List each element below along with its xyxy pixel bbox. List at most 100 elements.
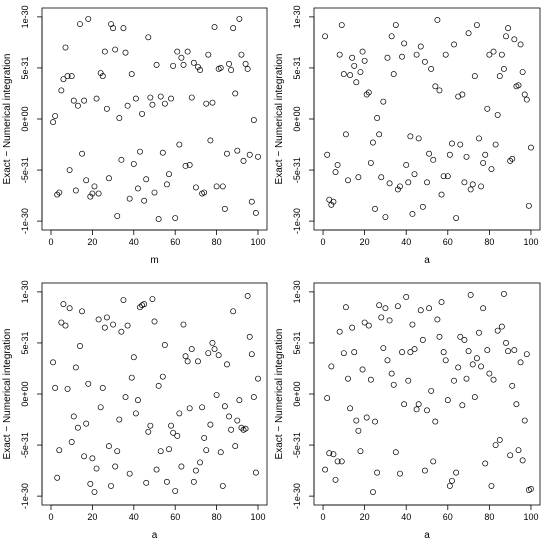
data-point <box>64 73 71 80</box>
x-tick-label: 20 <box>360 237 370 247</box>
data-point <box>188 94 195 101</box>
data-point <box>157 93 164 100</box>
y-tick-label: 5e-31 <box>20 56 30 79</box>
data-point <box>342 304 349 311</box>
data-point <box>392 449 399 456</box>
y-tick-label: 0e+00 <box>20 106 30 131</box>
data-point <box>336 328 343 335</box>
data-point <box>430 156 437 163</box>
data-point <box>413 51 420 58</box>
data-point <box>419 336 426 343</box>
data-point <box>382 305 389 312</box>
data-point <box>394 303 401 310</box>
data-point <box>382 214 389 220</box>
x-tick-label: 60 <box>443 237 453 247</box>
data-point <box>126 470 133 477</box>
data-point <box>390 381 397 388</box>
data-point <box>461 179 468 186</box>
data-point <box>446 151 453 158</box>
data-point <box>432 83 439 90</box>
data-point <box>463 153 470 160</box>
data-point <box>372 418 378 425</box>
scatter-panel-1: 0 20 40 60 80 100 -1e-30 -5e-31 0e+00 5e-31 1e-30 m… <box>2 5 268 266</box>
data-point <box>145 34 152 41</box>
data-point <box>79 150 86 157</box>
data-point <box>240 157 247 164</box>
data-point <box>68 439 75 445</box>
data-point <box>246 151 253 158</box>
data-point <box>403 294 410 300</box>
data-point <box>334 458 341 465</box>
data-point <box>467 186 474 193</box>
data-point <box>163 181 170 188</box>
data-point <box>93 465 100 472</box>
data-point <box>190 59 197 66</box>
data-point <box>507 452 514 459</box>
data-point <box>242 60 249 67</box>
data-point <box>56 447 63 454</box>
data-point <box>166 171 172 178</box>
data-point <box>367 376 374 383</box>
data-point <box>478 183 485 190</box>
data-point <box>503 33 509 40</box>
data-point <box>74 102 81 109</box>
data-point <box>58 319 65 326</box>
x-tick-label: 100 <box>523 237 538 247</box>
data-point <box>186 405 193 412</box>
data-point <box>424 407 430 414</box>
plot-frame <box>41 282 268 506</box>
data-point <box>417 43 424 50</box>
data-point <box>137 148 143 155</box>
data-point <box>91 183 98 190</box>
data-point <box>221 205 228 212</box>
data-point <box>338 458 345 465</box>
data-point <box>363 414 370 421</box>
data-point <box>70 413 77 420</box>
data-point <box>97 70 104 76</box>
data-point <box>409 321 416 328</box>
data-point <box>50 119 57 126</box>
data-point <box>525 202 532 209</box>
data-point <box>384 357 391 364</box>
y-tick-label: -1e-30 <box>292 208 302 234</box>
data-point <box>255 375 261 382</box>
data-point <box>359 48 366 55</box>
plot-frame <box>41 7 268 231</box>
data-point <box>248 351 255 358</box>
data-point <box>326 450 333 457</box>
data-point <box>106 443 112 450</box>
data-point <box>110 321 117 328</box>
x-tick-label: 80 <box>212 512 222 522</box>
data-point <box>201 434 208 441</box>
data-point <box>108 482 114 489</box>
data-point <box>184 358 191 365</box>
data-point <box>85 380 92 387</box>
data-point <box>340 350 347 357</box>
data-point <box>484 105 491 112</box>
data-point <box>486 51 493 58</box>
data-point <box>465 348 472 355</box>
data-point <box>465 30 472 37</box>
data-point <box>498 51 505 58</box>
x-axis-title: a <box>152 530 158 541</box>
data-point <box>351 349 358 356</box>
data-point <box>357 448 364 455</box>
data-point <box>95 316 102 323</box>
data-point <box>134 397 141 404</box>
data-point <box>459 91 466 98</box>
data-point <box>101 324 108 331</box>
data-point <box>421 58 428 65</box>
data-point <box>122 394 129 401</box>
x-tick-label: 60 <box>170 237 180 247</box>
data-point <box>217 64 224 71</box>
x-tick-label: 80 <box>484 237 494 247</box>
data-point <box>498 323 505 330</box>
y-tick-label: 1e-30 <box>20 280 30 303</box>
data-point <box>213 183 220 190</box>
data-point <box>374 115 381 121</box>
data-point <box>250 117 257 123</box>
data-point <box>230 308 237 315</box>
data-point <box>507 157 514 164</box>
data-point <box>386 180 393 187</box>
data-point <box>459 402 466 409</box>
